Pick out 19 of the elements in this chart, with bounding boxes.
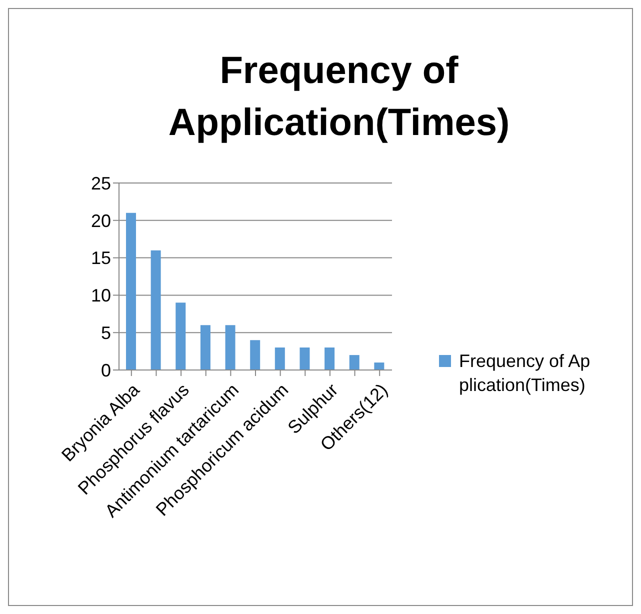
bar xyxy=(300,348,310,370)
y-tick-label: 15 xyxy=(90,248,111,268)
bar xyxy=(324,348,335,370)
bar xyxy=(274,348,285,370)
bar xyxy=(200,325,210,370)
bar xyxy=(150,250,161,370)
legend-label: Frequency of Application(Times) xyxy=(459,350,592,397)
bar xyxy=(250,340,260,370)
y-tick-label: 20 xyxy=(90,210,111,231)
bar xyxy=(225,325,236,370)
y-tick-label: 10 xyxy=(90,286,111,306)
y-tick-label: 0 xyxy=(100,360,111,380)
y-tick-label: 5 xyxy=(100,322,111,343)
bar xyxy=(176,302,186,370)
chart-title: Frequency of Application(Times) xyxy=(167,49,511,146)
bar xyxy=(126,212,136,370)
bar xyxy=(349,355,360,370)
bar xyxy=(374,362,384,370)
y-tick-label: 25 xyxy=(90,173,111,194)
